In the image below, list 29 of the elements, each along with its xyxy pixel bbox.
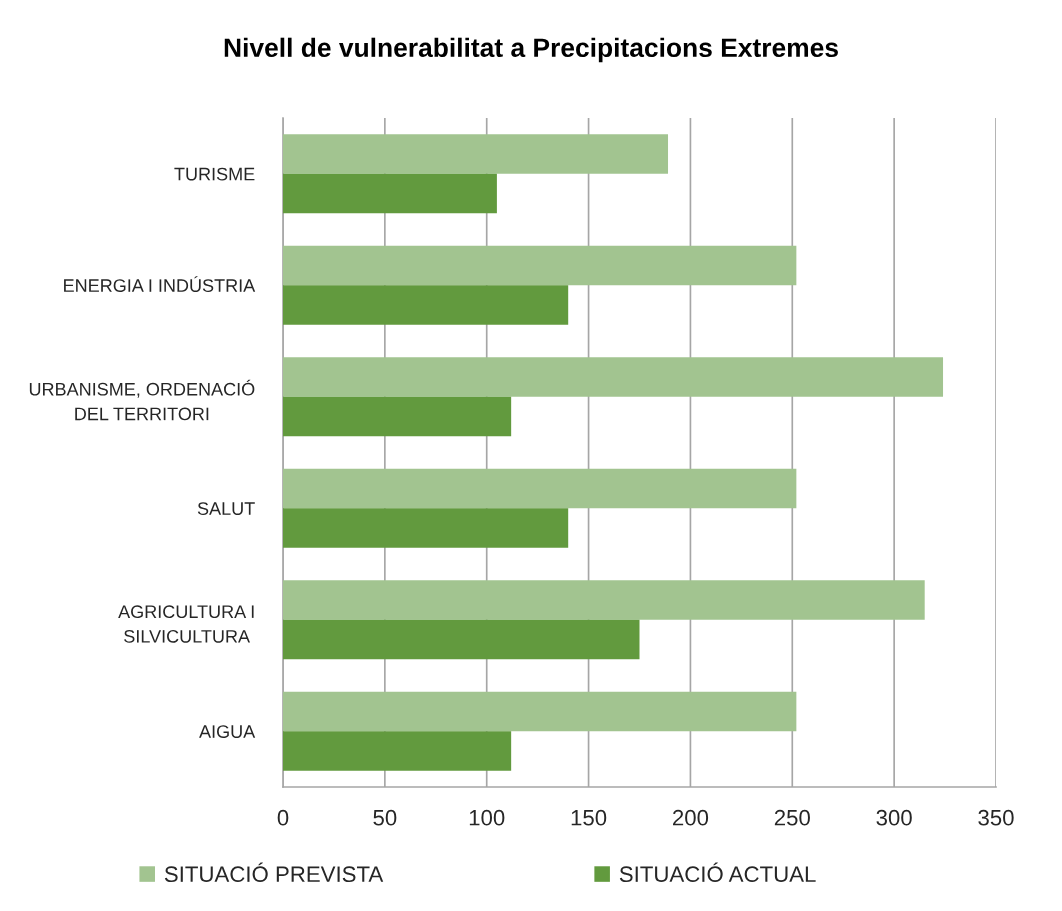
y-tick-label: ENERGIA I INDÚSTRIA <box>64 276 256 292</box>
y-tick-label: URBANISME, ORDENACIÓ DEL TERRITORI <box>29 379 255 421</box>
bar <box>283 691 797 732</box>
bar <box>283 245 797 286</box>
x-tick-label: 200 <box>673 809 709 826</box>
legend-label: SITUACIÓ ACTUAL <box>619 862 816 883</box>
legend-label: SITUACIÓ PREVISTA <box>164 862 384 883</box>
bar <box>283 468 797 509</box>
x-tick-label: 50 <box>373 809 397 826</box>
bar <box>283 357 944 397</box>
bar <box>283 173 497 214</box>
bar <box>283 619 640 660</box>
bar <box>283 508 569 548</box>
x-tick-label: 350 <box>978 809 1014 826</box>
chart-title: Nivell de vulnerabilitat a Precipitacions Extremes <box>224 37 838 63</box>
bar <box>283 580 925 620</box>
bar <box>283 134 669 174</box>
y-tick-label: SALUT <box>197 502 255 515</box>
x-tick-label: 150 <box>571 809 607 826</box>
y-tick-label: TURISME <box>174 167 255 181</box>
bar <box>283 731 512 771</box>
x-tick-label: 300 <box>876 809 912 826</box>
x-tick-label: 250 <box>774 809 810 826</box>
x-tick-label: 100 <box>469 809 505 826</box>
x-tick-label: 0 <box>277 809 289 826</box>
y-tick-label: AGRICULTURA I SILVICULTURA <box>118 605 254 643</box>
bar <box>283 396 512 437</box>
bar <box>283 285 569 325</box>
y-tick-label: AIGUA <box>199 725 256 738</box>
